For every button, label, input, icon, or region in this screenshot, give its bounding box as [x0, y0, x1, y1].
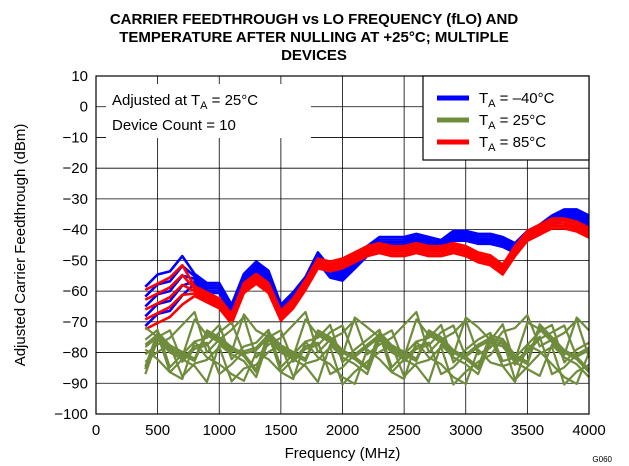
series-line — [144, 340, 591, 385]
x-tick-label: 3000 — [449, 422, 482, 439]
series-line — [144, 323, 590, 369]
series-0 — [144, 208, 590, 328]
series-line — [144, 224, 590, 323]
series-line — [144, 321, 590, 366]
x-tick-label: 0 — [92, 422, 100, 439]
y-tick-label: −20 — [63, 160, 88, 177]
plot-series — [144, 208, 591, 386]
series-line — [144, 219, 590, 318]
series-2 — [144, 217, 590, 331]
y-tick-label: −10 — [63, 129, 88, 146]
annotation-line-1: Adjusted at TA = 25°C — [112, 92, 258, 112]
y-tick-label: −50 — [63, 252, 88, 269]
annotation-prefix: Adjusted at T — [112, 92, 200, 109]
x-tick-label: 2000 — [326, 422, 359, 439]
legend-label-sub: A — [488, 142, 496, 154]
series-line — [144, 337, 590, 386]
y-axis-label: Adjusted Carrier Feedthrough (dBm) — [12, 124, 29, 367]
x-tick-label: 4000 — [572, 422, 605, 439]
figure-code: G060 — [592, 455, 612, 464]
legend-label-suffix: = 25°C — [496, 112, 547, 129]
legend-label-main: T — [479, 112, 488, 129]
annotation-line-2: Device Count = 10 — [112, 117, 236, 134]
y-tick-label: −90 — [63, 375, 88, 392]
y-tick-label: −30 — [63, 191, 88, 208]
y-tick-label: −60 — [63, 283, 88, 300]
legend-label-suffix: = 85°C — [496, 134, 547, 151]
x-tick-labels: 0 500 1000 1500 2000 2500 3000 3500 4000 — [92, 422, 606, 439]
legend-label-main: T — [479, 90, 488, 107]
y-tick-label: −70 — [63, 314, 88, 331]
legend-label: TA = –40°C — [479, 90, 555, 110]
chart-title-line-1: CARRIER FEEDTHROUGH vs LO FREQUENCY (fLO… — [110, 11, 519, 28]
y-tick-label: 10 — [71, 68, 88, 85]
legend: TA = –40°CTA = 25°CTA = 85°C — [422, 75, 590, 161]
chart-title-line-2: TEMPERATURE AFTER NULLING AT +25°C; MULT… — [119, 29, 508, 46]
x-tick-label: 1000 — [203, 422, 236, 439]
annotation-suffix: = 25°C — [207, 92, 258, 109]
series-1 — [144, 310, 591, 386]
series-line — [144, 310, 591, 359]
chart-title-line-3: DEVICES — [281, 47, 347, 64]
y-tick-label: −40 — [63, 222, 88, 239]
series-line — [144, 333, 590, 376]
x-tick-label: 500 — [145, 422, 170, 439]
series-line — [144, 323, 590, 371]
legend-label: TA = 85°C — [479, 134, 546, 154]
y-tick-labels: 10 0 −10 −20 −30 −40 −50 −60 −70 −80 −90 −100 — [54, 68, 88, 423]
legend-label-suffix: = –40°C — [496, 90, 555, 107]
series-line — [144, 227, 590, 331]
x-tick-label: 3500 — [511, 422, 544, 439]
plot-frame — [95, 75, 590, 415]
annotation-box: Adjusted at TA = 25°C Device Count = 10 — [106, 84, 311, 138]
annotation-subscript: A — [200, 100, 208, 112]
x-tick-label: 1500 — [264, 422, 297, 439]
x-axis-label: Frequency (MHz) — [285, 445, 401, 462]
legend-label-sub: A — [488, 98, 496, 110]
y-tick-label: −100 — [54, 406, 88, 423]
series-line — [144, 222, 590, 320]
x-tick-label: 2500 — [387, 422, 420, 439]
legend-label: TA = 25°C — [479, 112, 546, 132]
chart-title: CARRIER FEEDTHROUGH vs LO FREQUENCY (fLO… — [110, 11, 519, 64]
legend-label-main: T — [479, 134, 488, 151]
series-line — [144, 217, 590, 316]
legend-label-sub: A — [488, 120, 496, 132]
y-tick-label: −80 — [63, 345, 88, 362]
series-line — [144, 313, 590, 361]
y-tick-label: 0 — [80, 99, 88, 116]
annotation-background — [106, 84, 311, 138]
